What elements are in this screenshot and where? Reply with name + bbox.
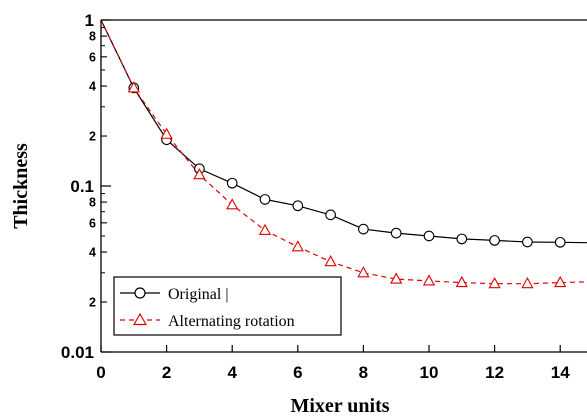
x-tick-label: 8: [359, 363, 368, 382]
x-tick-label: 14: [551, 363, 570, 382]
data-point-original: [489, 235, 500, 246]
y-minor-tick-label: 2: [89, 296, 96, 310]
y-minor-tick-label: 6: [89, 216, 96, 230]
data-point-alternating: [291, 240, 304, 252]
data-point-original: [390, 227, 402, 239]
data-point-original: [456, 233, 468, 245]
series-layer: [100, 19, 587, 289]
data-point-original: [226, 177, 238, 189]
series-line-alternating: [100, 19, 587, 285]
data-point-alternating: [488, 277, 501, 289]
data-point-original: [522, 236, 533, 248]
x-tick-label: 12: [485, 363, 504, 382]
data-point-original: [259, 194, 271, 205]
data-point-alternating: [455, 275, 468, 288]
data-point-alternating: [160, 127, 173, 139]
x-tick-label: 10: [420, 363, 439, 382]
data-point-alternating: [422, 274, 436, 286]
y-minor-tick-label: 8: [89, 30, 96, 44]
data-point-original: [292, 200, 304, 212]
legend: Original | Alternating rotation: [113, 276, 342, 336]
legend-label-alternating: Alternating rotation: [168, 313, 295, 330]
x-tick-label: 0: [96, 363, 105, 382]
y-major-tick-label: 0.1: [70, 177, 94, 196]
tick-layer: 0 2 4 6 8 10 12 14 1 0.1 0.01 8 6 4 2 8 6 4 2: [61, 11, 570, 382]
y-minor-tick-label: 6: [89, 50, 96, 64]
y-major-tick-label: 1: [85, 11, 94, 30]
series-line-original: [100, 19, 587, 244]
data-point-original: [325, 209, 336, 221]
y-minor-tick-label: 8: [89, 196, 96, 210]
x-tick-label: 2: [162, 363, 171, 382]
y-major-tick-label: 0.01: [61, 343, 94, 362]
data-point-original: [423, 230, 435, 242]
y-minor-tick-label: 2: [89, 130, 96, 144]
x-tick-label: 4: [227, 363, 237, 382]
data-point-alternating: [521, 277, 534, 289]
data-point-alternating: [226, 198, 239, 210]
data-point-original: [358, 223, 369, 235]
y-minor-tick-label: 4: [89, 246, 96, 260]
legend-marker-alternating: [132, 312, 148, 326]
y-minor-tick-label: 4: [89, 80, 96, 94]
legend-marker-original: [134, 287, 146, 299]
data-point-alternating: [193, 168, 206, 180]
data-point-alternating: [324, 255, 337, 267]
legend-label-original: Original |: [168, 286, 229, 303]
data-point-alternating: [390, 272, 403, 284]
x-axis-title: Mixer units: [290, 395, 389, 417]
x-tick-label: 6: [293, 363, 302, 382]
data-point-alternating: [127, 81, 140, 93]
data-point-original: [554, 236, 566, 248]
data-point-alternating: [554, 275, 567, 288]
data-point-alternating: [258, 223, 272, 235]
y-axis-title: Thickness: [10, 143, 32, 229]
data-point-alternating: [357, 266, 370, 278]
legend-box: [113, 276, 342, 336]
